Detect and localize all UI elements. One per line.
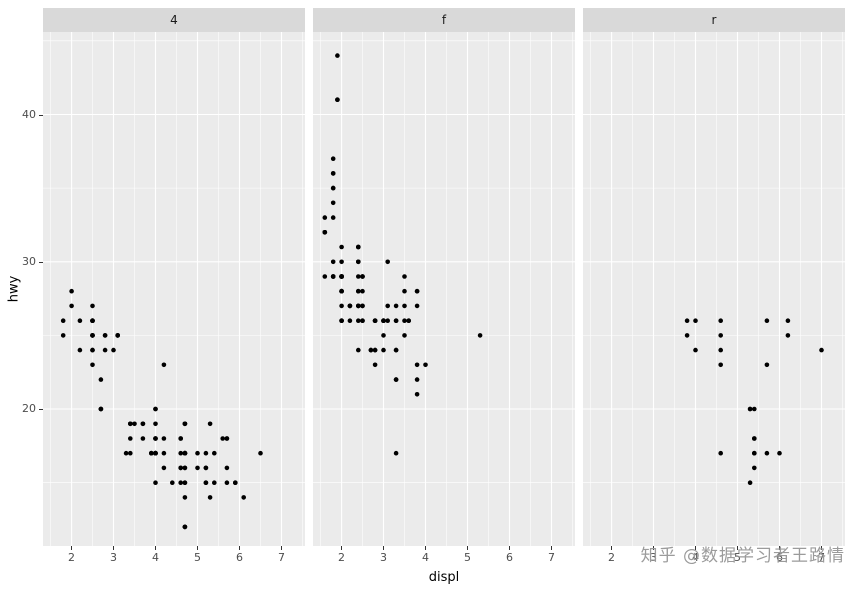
y-tick-label: 40	[22, 107, 36, 121]
facet-strip-label: r	[711, 13, 717, 27]
y-tick-mark	[39, 114, 43, 116]
x-tick-mark	[280, 546, 282, 550]
x-tick-mark	[737, 546, 738, 550]
watermark: 知乎 @数据学习者王路情	[640, 546, 845, 566]
x-tick-label: 5	[734, 551, 741, 564]
x-tick-mark	[779, 546, 780, 550]
x-tick-label: 7	[277, 551, 285, 564]
x-tick-label: 3	[380, 551, 388, 564]
y-tick-label: 20	[22, 402, 36, 415]
facet-strip-4: 4	[43, 8, 305, 32]
y-tick-mark	[39, 409, 43, 410]
scatter-plot-area-r	[583, 32, 845, 546]
x-tick-label: 3	[110, 551, 118, 564]
x-tick-label: 2	[608, 551, 616, 564]
x-tick-mark	[113, 546, 115, 550]
x-tick-label: 4	[692, 551, 700, 564]
y-tick-mark	[39, 261, 43, 263]
x-tick-mark	[383, 546, 385, 550]
x-tick-label: 5	[464, 551, 471, 564]
x-tick-label: 5	[194, 551, 201, 564]
y-axis: 20 30 40	[0, 32, 43, 546]
scatter-plot-area-f	[313, 32, 575, 546]
facet-strip-label: f	[441, 13, 447, 27]
facet-panel-r	[583, 32, 845, 546]
x-tick-mark	[550, 546, 552, 550]
x-axis-ticks-4: 2 3 4 5 6 7	[43, 546, 305, 568]
x-tick-mark	[341, 546, 343, 550]
x-tick-mark	[71, 546, 73, 550]
facet-r: r 2 3 4 5 6 7	[583, 8, 845, 568]
x-tick-mark	[509, 546, 510, 550]
facet-strip-f: f	[313, 8, 575, 32]
x-tick-mark	[820, 546, 822, 550]
x-tick-label: 2	[338, 551, 346, 564]
x-tick-mark	[467, 546, 468, 550]
facet-f: f 2 3 4 5 6 7	[313, 8, 575, 568]
x-tick-label: 7	[547, 551, 555, 564]
x-tick-label: 7	[817, 551, 825, 564]
facet-panel-f	[313, 32, 575, 546]
x-tick-mark	[155, 546, 157, 550]
x-tick-mark	[197, 546, 198, 550]
x-tick-label: 3	[650, 551, 658, 564]
x-tick-mark	[653, 546, 655, 550]
scatter-plot-area-4	[43, 32, 305, 546]
x-tick-label: 6	[236, 551, 243, 564]
x-tick-label: 4	[422, 551, 430, 564]
facet-4: 4 2 3 4 5 6 7	[43, 8, 305, 568]
x-tick-label: 4	[152, 551, 160, 564]
x-axis-ticks-f: 2 3 4 5 6 7	[313, 546, 575, 568]
facet-strip-r: r	[583, 8, 845, 32]
x-tick-mark	[425, 546, 427, 550]
x-tick-mark	[239, 546, 240, 550]
x-tick-label: 6	[776, 551, 783, 564]
facet-panel-4	[43, 32, 305, 546]
x-tick-mark	[695, 546, 697, 550]
x-axis-ticks-r: 2 3 4 5 6 7	[583, 546, 845, 568]
x-tick-label: 6	[506, 551, 513, 564]
x-axis-title: displ	[428, 570, 460, 585]
y-tick-label: 30	[22, 254, 36, 268]
facet-strip-label: 4	[170, 13, 178, 27]
x-tick-label: 2	[68, 551, 76, 564]
x-tick-mark	[611, 546, 613, 550]
